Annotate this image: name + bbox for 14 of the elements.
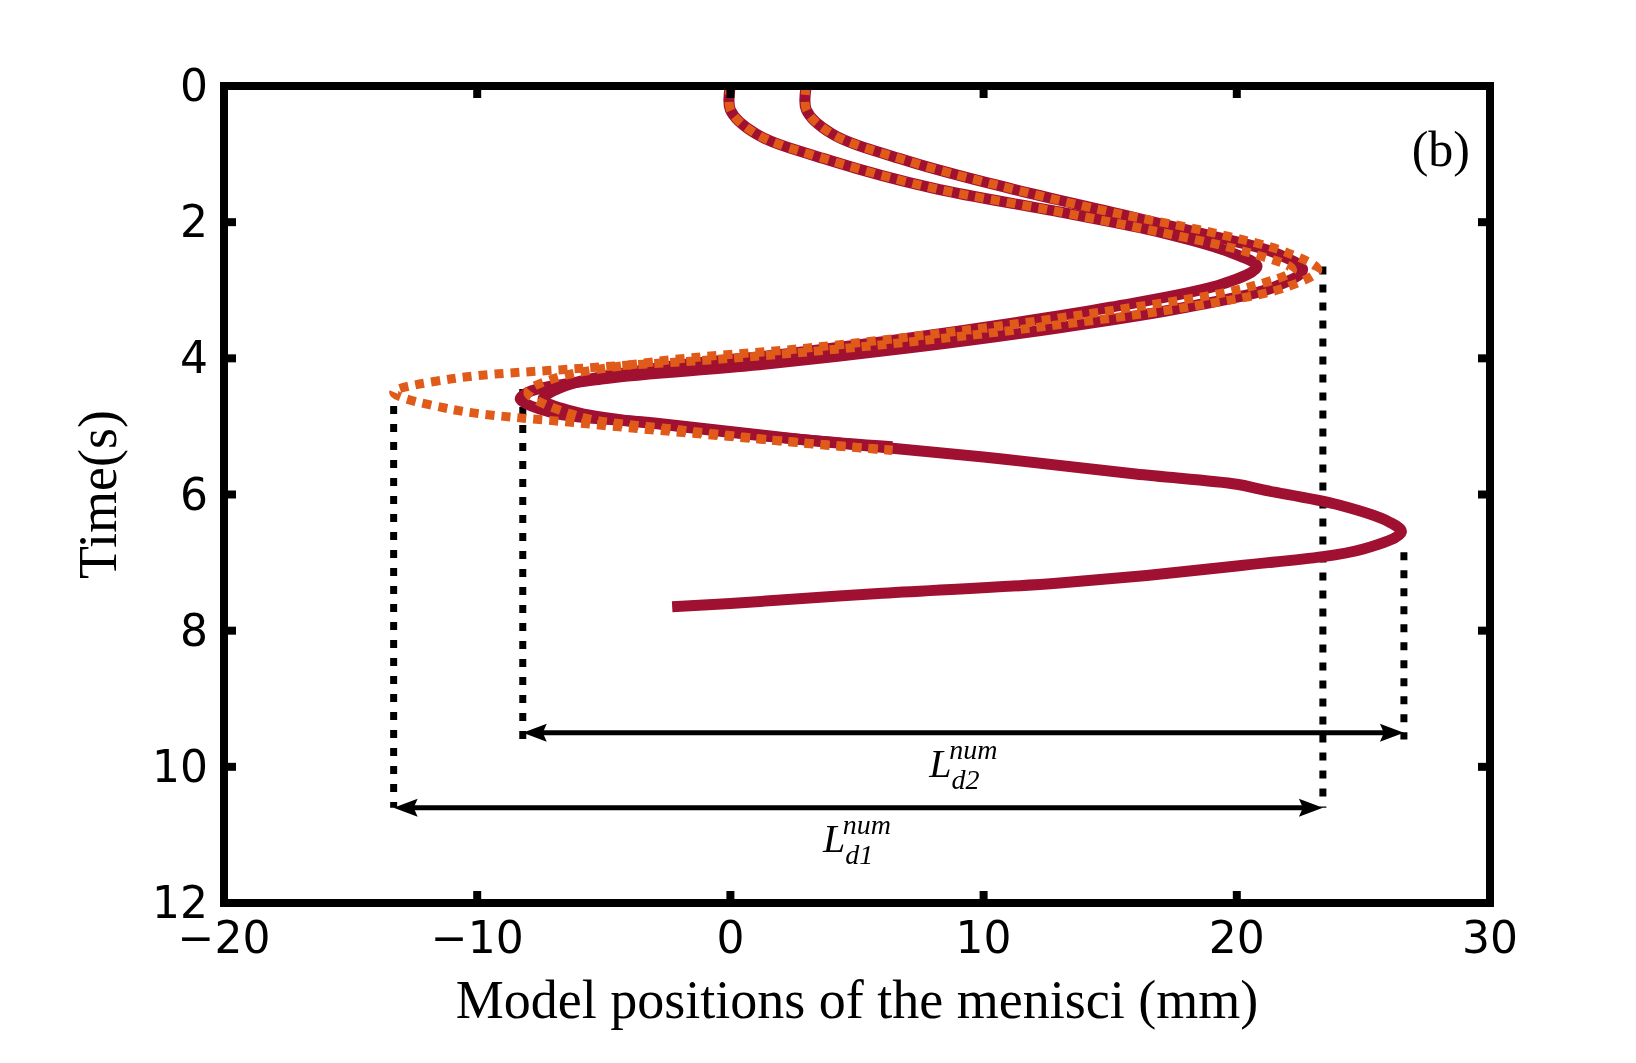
x-tick-label: −10 — [430, 912, 524, 963]
y-tick-label: 8 — [180, 604, 208, 656]
x-tick-label: 10 — [955, 912, 1012, 963]
y-tick-label: 10 — [152, 740, 208, 792]
x-tick-label: 30 — [1462, 912, 1518, 963]
annotation: (b) — [1411, 121, 1470, 177]
y-tick-label: 0 — [180, 60, 208, 111]
y-tick-label: 4 — [180, 332, 208, 384]
x-tick-label: 0 — [716, 912, 745, 963]
y-tick-label: 2 — [180, 196, 208, 248]
x-tick-label: 20 — [1208, 912, 1265, 963]
y-tick-label: 6 — [180, 468, 208, 520]
y-axis-title: Time(s) — [68, 409, 128, 580]
x-axis-title: Model positions of the menisci (mm) — [455, 970, 1259, 1030]
